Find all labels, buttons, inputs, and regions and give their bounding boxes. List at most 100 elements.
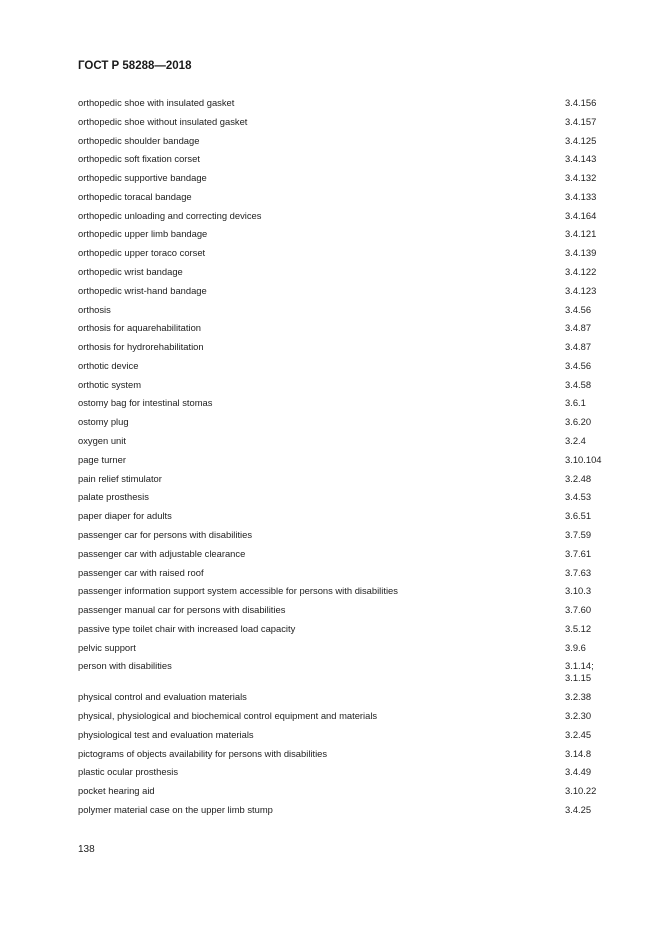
index-entry: passenger car with raised roof 3.7.63 — [78, 563, 618, 582]
entry-reference: 3.5.12 — [565, 622, 592, 634]
entry-term: pictograms of objects availability for p… — [78, 747, 328, 759]
entry-reference: 3.4.139 — [565, 247, 597, 259]
index-entry: person with disabilities 3.1.14; 3.1.15 — [78, 657, 618, 688]
entry-reference: 3.4.56 — [565, 359, 592, 371]
entry-term: ostomy plug — [78, 416, 129, 428]
entry-term: orthopedic wrist-hand bandage — [78, 284, 207, 296]
entry-term: orthopedic shoe without insulated gasket — [78, 115, 248, 127]
entry-reference: 3.4.121 — [565, 228, 597, 240]
entry-term: palate prosthesis — [78, 491, 149, 503]
index-entry: passive type toilet chair with increased… — [78, 619, 618, 638]
entry-reference: 3.4.123 — [565, 284, 597, 296]
entry-reference: 3.9.6 — [565, 641, 586, 653]
index-entry: palate prosthesis 3.4.53 — [78, 488, 618, 507]
entry-term: passenger car for persons with disabilit… — [78, 528, 253, 540]
entry-reference: 3.6.20 — [565, 416, 592, 428]
index-entry: pelvic support 3.9.6 — [78, 638, 618, 657]
entry-term: orthotic system — [78, 378, 142, 390]
entry-term: passenger information support system acc… — [78, 585, 398, 597]
index-entry: page turner 3.10.104 — [78, 450, 618, 469]
entry-reference: 3.14.8 — [565, 747, 592, 759]
entry-reference: 3.4.25 — [565, 803, 592, 815]
index-entry: orthopedic toracal bandage 3.4.133 — [78, 188, 618, 207]
entry-reference: 3.10.104 — [565, 453, 602, 465]
entry-term: passenger car with adjustable clearance — [78, 547, 246, 559]
index-entry: orthopedic shoe without insulated gasket… — [78, 112, 618, 131]
entry-term: orthopedic wrist bandage — [78, 266, 183, 278]
entry-term: orthopedic upper limb bandage — [78, 228, 208, 240]
index-entry: passenger car for persons with disabilit… — [78, 526, 618, 545]
index-entry: orthosis for hydrorehabilitation 3.4.87 — [78, 338, 618, 357]
entry-reference: 3.4.132 — [565, 172, 597, 184]
entry-term: orthopedic unloading and correcting devi… — [78, 209, 262, 221]
entry-reference: 3.4.164 — [565, 209, 597, 221]
index-entry: orthopedic upper toraco corset 3.4.139 — [78, 244, 618, 263]
index-entry: paper diaper for adults 3.6.51 — [78, 507, 618, 526]
index-entry: orthopedic wrist-hand bandage 3.4.123 — [78, 281, 618, 300]
entry-term: paper diaper for adults — [78, 510, 172, 522]
entry-term: orthosis for hydrorehabilitation — [78, 341, 204, 353]
entry-reference: 3.6.1 — [565, 397, 586, 409]
entry-term: orthotic device — [78, 359, 139, 371]
entry-term: passenger car with raised roof — [78, 566, 204, 578]
entry-term: pocket hearing aid — [78, 785, 155, 797]
index-entry: passenger information support system acc… — [78, 582, 618, 601]
entry-term: physical control and evaluation material… — [78, 691, 247, 703]
index-entry: pictograms of objects availability for p… — [78, 744, 618, 763]
index-entry: orthopedic upper limb bandage 3.4.121 — [78, 225, 618, 244]
index-entry: passenger manual car for persons with di… — [78, 601, 618, 620]
index-entry: physical control and evaluation material… — [78, 688, 618, 707]
entry-term: orthopedic supportive bandage — [78, 172, 207, 184]
index-entry: orthopedic shoe with insulated gasket 3.4… — [78, 94, 618, 113]
index-entry: orthopedic wrist bandage 3.4.122 — [78, 263, 618, 282]
index-entry: ostomy bag for intestinal stomas 3.6.1 — [78, 394, 618, 413]
index-entry: polymer material case on the upper limb … — [78, 801, 618, 820]
entry-reference: 3.2.48 — [565, 472, 592, 484]
entry-reference: 3.4.87 — [565, 322, 592, 334]
index-list: orthopedic shoe with insulated gasket 3.4… — [78, 94, 618, 820]
index-entry: ostomy plug 3.6.20 — [78, 413, 618, 432]
entry-reference: 3.10.22 — [565, 785, 597, 797]
entry-term: orthopedic shoulder bandage — [78, 134, 200, 146]
entry-term: plastic ocular prosthesis — [78, 766, 179, 778]
entry-term: physical, physiological and biochemical … — [78, 709, 378, 721]
index-entry: pain relief stimulator 3.2.48 — [78, 469, 618, 488]
index-entry: orthotic system 3.4.58 — [78, 375, 618, 394]
entry-term: orthosis for aquarehabilitation — [78, 322, 201, 334]
entry-term: passive type toilet chair with increased… — [78, 622, 296, 634]
page-number: 138 — [78, 844, 95, 855]
entry-reference: 3.7.63 — [565, 566, 592, 578]
index-entry: oxygen unit 3.2.4 — [78, 432, 618, 451]
document-header: ГОСТ Р 58288—2018 — [78, 60, 192, 72]
entry-term: orthosis — [78, 303, 111, 315]
index-entry: passenger car with adjustable clearance 3… — [78, 544, 618, 563]
entry-reference: 3.1.14; 3.1.15 — [565, 660, 594, 684]
entry-term: polymer material case on the upper limb … — [78, 803, 273, 815]
entry-reference: 3.4.56 — [565, 303, 592, 315]
entry-term: ostomy bag for intestinal stomas — [78, 397, 213, 409]
index-entry: pocket hearing aid 3.10.22 — [78, 782, 618, 801]
index-entry: orthosis 3.4.56 — [78, 300, 618, 319]
entry-term: pain relief stimulator — [78, 472, 162, 484]
entry-reference: 3.4.157 — [565, 115, 597, 127]
entry-term: orthopedic shoe with insulated gasket — [78, 96, 235, 108]
index-entry: orthopedic unloading and correcting devi… — [78, 206, 618, 225]
entry-reference: 3.6.51 — [565, 510, 592, 522]
index-entry: physiological test and evaluation materi… — [78, 725, 618, 744]
index-entry: orthosis for aquarehabilitation 3.4.87 — [78, 319, 618, 338]
index-entry: orthopedic soft fixation corset 3.4.143 — [78, 150, 618, 169]
entry-term: passenger manual car for persons with di… — [78, 604, 286, 616]
index-entry: orthopedic supportive bandage 3.4.132 — [78, 169, 618, 188]
index-entry: plastic ocular prosthesis 3.4.49 — [78, 763, 618, 782]
entry-term: orthopedic soft fixation corset — [78, 153, 200, 165]
entry-reference: 3.4.58 — [565, 378, 592, 390]
entry-reference: 3.7.60 — [565, 604, 592, 616]
entry-reference: 3.2.38 — [565, 691, 592, 703]
entry-term: physiological test and evaluation materi… — [78, 728, 254, 740]
entry-reference: 3.4.122 — [565, 266, 597, 278]
entry-reference: 3.4.49 — [565, 766, 592, 778]
entry-reference: 3.4.133 — [565, 190, 597, 202]
entry-term: oxygen unit — [78, 435, 126, 447]
entry-reference: 3.7.61 — [565, 547, 592, 559]
entry-reference: 3.2.45 — [565, 728, 592, 740]
